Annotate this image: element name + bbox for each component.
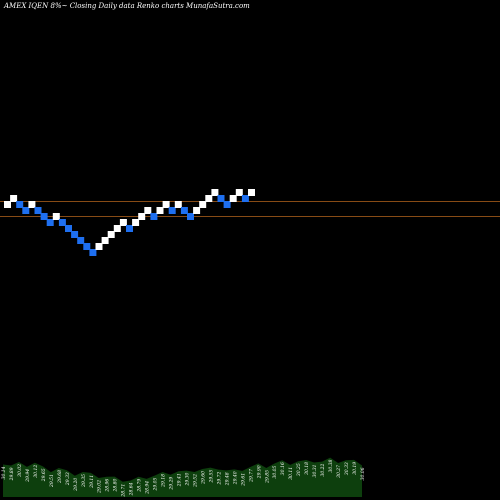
volume-label: 29.52 <box>193 474 199 488</box>
renko-brick <box>89 249 97 256</box>
renko-brick <box>65 225 72 232</box>
volume-label: 28.79 <box>137 479 143 493</box>
volume-label: 30.16 <box>280 462 286 475</box>
volume-label: 29.90 <box>256 465 262 479</box>
renko-brick <box>58 219 66 226</box>
volume-label: 29.65 <box>41 468 47 482</box>
renko-brick <box>40 213 48 220</box>
volume-label: 30.12 <box>33 465 39 478</box>
volume-label: 29.30 <box>185 472 191 486</box>
volume-label: 28.71 <box>121 484 127 498</box>
renko-brick <box>205 195 213 202</box>
volume-label: 29.72 <box>216 471 222 485</box>
chart-header: AMEX IQEN 8%~ Closing Daily data Renko c… <box>3 2 250 10</box>
volume-label: 30.25 <box>296 463 302 476</box>
volume-label: 30.38 <box>328 459 334 472</box>
reference-lines <box>0 201 500 217</box>
renko-brick <box>119 219 127 226</box>
renko-brick <box>168 207 176 214</box>
renko-bricks <box>4 189 255 256</box>
volume-label: 29.55 <box>208 469 214 483</box>
renko-brick <box>174 201 182 208</box>
volume-label: 29.48 <box>224 472 230 486</box>
renko-brick <box>248 189 255 196</box>
renko-brick <box>150 213 158 220</box>
renko-brick <box>34 207 42 214</box>
volume-label: 30.06 <box>360 467 366 480</box>
renko-brick <box>132 219 140 226</box>
volume-label: 29.85 <box>264 470 270 484</box>
volume-label: 29.02 <box>97 480 103 494</box>
volume-label: 29.51 <box>49 474 55 488</box>
volume-label: 29.41 <box>177 473 183 487</box>
renko-brick <box>16 201 24 208</box>
renko-brick <box>162 201 170 208</box>
volume-label: 29.35 <box>81 474 87 488</box>
renko-brick <box>235 189 243 196</box>
renko-brick <box>101 237 109 244</box>
volume-label: 29.11 <box>89 475 95 489</box>
volume-label: 30.11 <box>288 467 294 480</box>
renko-brick <box>22 207 30 214</box>
renko-brick <box>144 207 152 214</box>
volume-label: 29.61 <box>240 473 246 487</box>
volume-label: 28.96 <box>105 479 111 493</box>
volume-label: 30.22 <box>320 463 326 476</box>
volume-label: 29.60 <box>200 471 206 485</box>
volume-labels: 30.14 29.89 30.02 29.94 30.12 29.65 29.51 29.68… <box>1 459 366 497</box>
renko-brick <box>71 231 79 238</box>
renko-brick <box>223 201 231 208</box>
renko-brick <box>199 201 207 208</box>
volume-label: 28.64 <box>129 482 135 496</box>
volume-label: 29.89 <box>9 467 15 481</box>
volume-label: 28.94 <box>145 481 151 495</box>
volume-label: 30.19 <box>352 462 358 475</box>
renko-brick <box>217 195 225 202</box>
volume-label: 29.40 <box>232 471 238 485</box>
volume-label: 29.68 <box>57 470 63 484</box>
volume-area <box>3 457 362 497</box>
volume-label: 29.77 <box>248 469 254 483</box>
volume-label: 28.80 <box>113 478 119 492</box>
renko-brick <box>138 213 146 220</box>
renko-brick <box>52 213 60 220</box>
volume-label: 29.33 <box>65 472 71 486</box>
renko-brick <box>126 225 133 232</box>
renko-brick <box>229 195 237 202</box>
renko-brick <box>4 201 11 208</box>
volume-area-fill <box>3 457 362 497</box>
volume-label: 29.94 <box>25 469 31 483</box>
volume-label: 30.02 <box>17 464 23 477</box>
volume-label: 30.18 <box>304 462 310 475</box>
renko-brick <box>113 225 121 232</box>
volume-label: 29.20 <box>73 478 79 492</box>
volume-label: 30.27 <box>336 465 342 478</box>
renko-brick <box>83 243 91 250</box>
renko-brick <box>10 195 18 202</box>
renko-brick <box>180 207 188 214</box>
renko-brick <box>193 207 201 214</box>
volume-label: 29.18 <box>161 474 167 488</box>
renko-brick <box>187 213 194 220</box>
renko-brick <box>28 201 36 208</box>
renko-brick <box>156 207 164 214</box>
renko-brick <box>211 189 219 196</box>
renko-brick <box>95 243 103 250</box>
volume-label: 30.14 <box>1 466 7 479</box>
renko-brick <box>46 219 54 226</box>
renko-brick <box>241 195 249 202</box>
renko-brick <box>107 231 115 238</box>
volume-label: 29.29 <box>169 477 175 491</box>
volume-label: 30.33 <box>344 462 350 475</box>
renko-brick <box>77 237 85 244</box>
volume-label: 29.05 <box>153 477 159 491</box>
volume-label: 30.31 <box>312 465 318 478</box>
volume-label: 30.05 <box>272 465 278 478</box>
